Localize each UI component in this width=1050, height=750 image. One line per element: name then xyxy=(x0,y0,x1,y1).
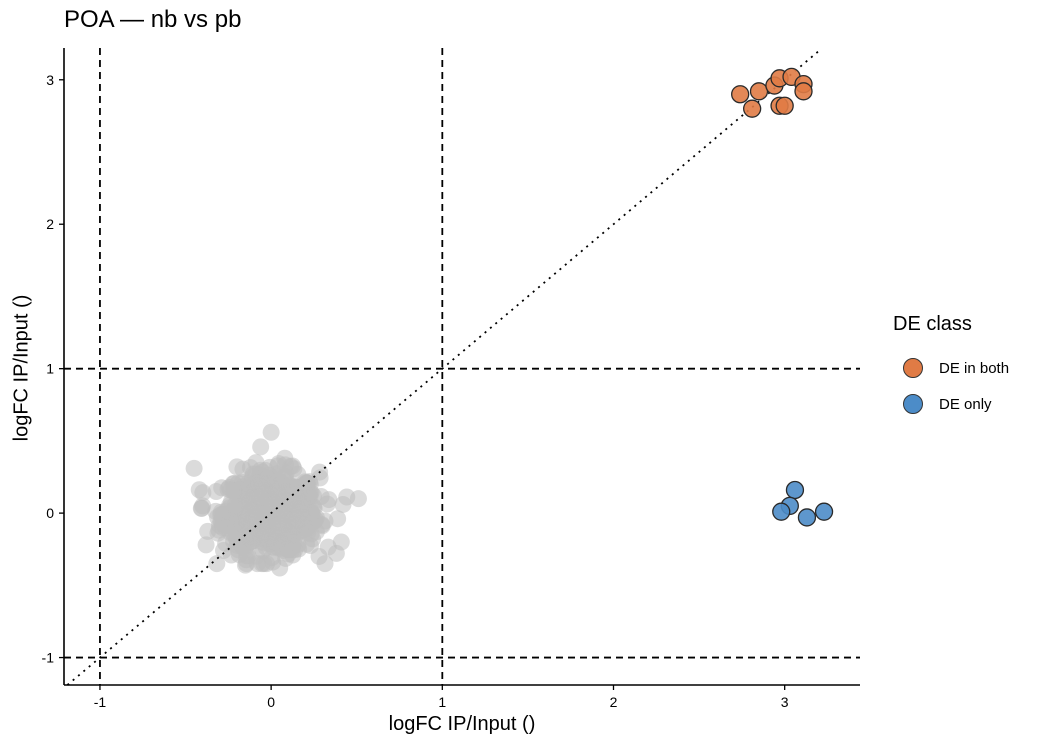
point-de-only xyxy=(785,480,805,500)
y-axis-label: logFC IP/Input () xyxy=(10,294,33,442)
point-not-de xyxy=(349,490,367,508)
point-not-de xyxy=(233,537,251,555)
point-de-only xyxy=(772,502,791,521)
point-not-de xyxy=(318,495,336,513)
legend-label-de-both: DE in both xyxy=(939,359,1010,377)
point-not-de xyxy=(228,458,246,476)
point-not-de xyxy=(268,527,286,545)
legend-key-de-only xyxy=(903,394,923,414)
legend-title: DE class xyxy=(893,313,972,335)
point-not-de xyxy=(334,495,352,513)
legend-item-de-only: DE only xyxy=(893,386,1009,422)
y-tick-label: 0 xyxy=(46,505,54,521)
point-not-de xyxy=(241,459,259,477)
legend-label-de-only: DE only xyxy=(939,395,992,413)
x-tick-label: 0 xyxy=(267,694,275,710)
point-not-de xyxy=(208,555,226,573)
legend: DE class DE in both DE only xyxy=(893,313,1009,422)
point-not-de xyxy=(197,536,215,554)
point-de-both xyxy=(775,96,794,115)
point-not-de xyxy=(246,528,264,546)
point-not-de xyxy=(236,556,254,574)
chart-title: POA — nb vs pb xyxy=(64,6,242,33)
point-de-only xyxy=(797,508,817,527)
point-not-de xyxy=(194,484,212,502)
x-tick-label: 1 xyxy=(438,694,446,710)
y-tick-label: 2 xyxy=(46,216,54,232)
point-not-de xyxy=(271,559,289,577)
y-tick-label: 3 xyxy=(46,72,54,88)
point-not-de xyxy=(262,423,280,441)
point-not-de xyxy=(260,466,278,484)
point-not-de xyxy=(299,523,317,541)
point-not-de xyxy=(285,486,303,504)
point-not-de xyxy=(263,497,281,515)
point-not-de xyxy=(194,497,212,515)
point-not-de xyxy=(276,468,294,486)
point-de-both xyxy=(731,85,750,104)
point-de-both xyxy=(794,82,813,101)
point-not-de xyxy=(310,547,328,565)
point-not-de xyxy=(224,482,242,500)
legend-key-de-both xyxy=(903,358,923,378)
legend-item-de-both: DE in both xyxy=(893,350,1009,386)
y-tick-label: 1 xyxy=(46,361,54,377)
x-axis-label: logFC IP/Input () xyxy=(388,713,536,735)
point-not-de xyxy=(185,459,203,477)
x-tick-label: -1 xyxy=(94,694,107,710)
y-tick-label: -1 xyxy=(42,650,55,666)
point-not-de xyxy=(301,483,319,501)
point-de-only xyxy=(814,502,834,521)
point-de-both xyxy=(743,99,762,118)
point-not-de xyxy=(217,502,235,520)
point-not-de xyxy=(276,449,294,467)
point-not-de xyxy=(251,488,269,506)
point-de-both xyxy=(749,82,769,101)
x-tick-label: 2 xyxy=(610,694,618,710)
point-not-de xyxy=(313,517,331,535)
point-not-de xyxy=(258,555,276,573)
identity-line xyxy=(66,50,820,686)
point-not-de xyxy=(332,533,350,551)
point-not-de xyxy=(210,516,228,534)
point-not-de xyxy=(329,510,347,528)
point-not-de xyxy=(252,438,270,456)
x-tick-label: 3 xyxy=(781,694,789,710)
